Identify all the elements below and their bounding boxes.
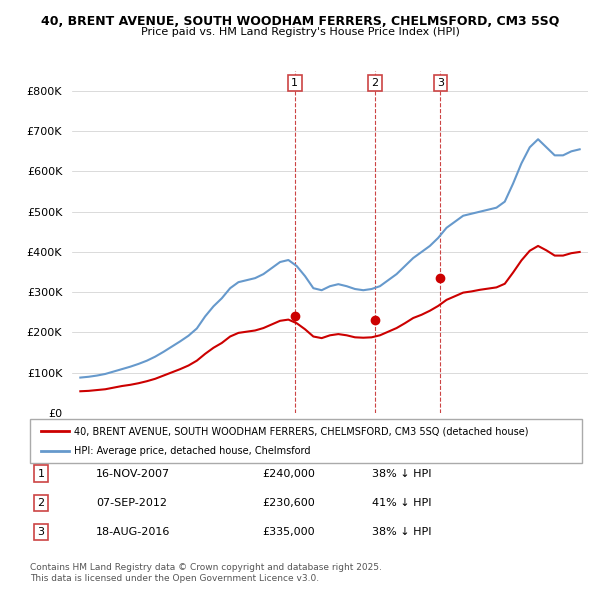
Text: 38% ↓ HPI: 38% ↓ HPI [372,527,432,537]
Text: 41% ↓ HPI: 41% ↓ HPI [372,498,432,508]
Text: £335,000: £335,000 [262,527,314,537]
Text: 3: 3 [437,78,444,88]
Text: £240,000: £240,000 [262,469,315,479]
FancyBboxPatch shape [30,419,582,463]
Text: 07-SEP-2012: 07-SEP-2012 [96,498,167,508]
Text: £230,600: £230,600 [262,498,314,508]
Text: HPI: Average price, detached house, Chelmsford: HPI: Average price, detached house, Chel… [74,446,311,455]
Text: 40, BRENT AVENUE, SOUTH WOODHAM FERRERS, CHELMSFORD, CM3 5SQ: 40, BRENT AVENUE, SOUTH WOODHAM FERRERS,… [41,15,559,28]
Text: Price paid vs. HM Land Registry's House Price Index (HPI): Price paid vs. HM Land Registry's House … [140,27,460,37]
Text: 16-NOV-2007: 16-NOV-2007 [96,469,170,479]
Text: 40, BRENT AVENUE, SOUTH WOODHAM FERRERS, CHELMSFORD, CM3 5SQ (detached house): 40, BRENT AVENUE, SOUTH WOODHAM FERRERS,… [74,427,529,436]
Text: 18-AUG-2016: 18-AUG-2016 [96,527,170,537]
Text: 3: 3 [38,527,44,537]
Text: 1: 1 [291,78,298,88]
Text: Contains HM Land Registry data © Crown copyright and database right 2025.
This d: Contains HM Land Registry data © Crown c… [30,563,382,583]
Text: 1: 1 [38,469,44,479]
Text: 38% ↓ HPI: 38% ↓ HPI [372,469,432,479]
Text: 2: 2 [37,498,44,508]
Text: 2: 2 [371,78,378,88]
